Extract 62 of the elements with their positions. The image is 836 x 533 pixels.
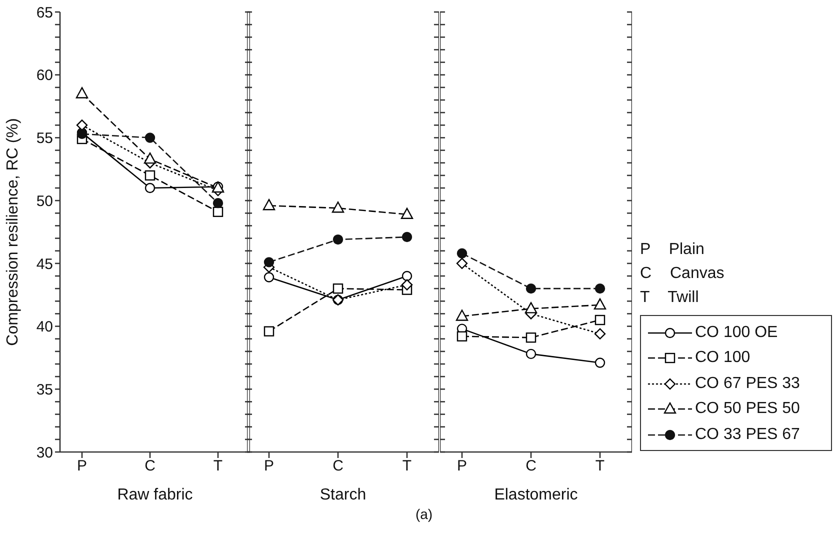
point [332,283,344,294]
point [526,332,536,343]
point [456,258,468,270]
text: (a) [414,506,434,522]
point [212,198,224,208]
x-tick-label: P [76,458,88,475]
point [594,314,606,326]
point [526,348,536,360]
x-tick-label: T [213,458,223,475]
point [332,202,344,213]
y-tick-label: 60 [36,67,53,84]
x-tick-label: C [332,458,344,475]
point [332,234,344,245]
point [594,358,606,368]
y-tick-label: 30 [36,444,53,462]
point [212,206,224,217]
point [594,328,606,340]
point [594,283,606,294]
legend-label: CO 33 PES 67 [695,426,800,444]
point [402,270,412,282]
point [456,310,468,321]
legend-label: CO 50 PES 50 [695,400,800,418]
point [264,257,274,268]
point [264,326,274,336]
point [144,132,156,143]
x-tick-label: T [402,458,412,475]
y-tick-label: 40 [36,318,53,336]
point [264,272,274,282]
point [76,87,88,98]
point [144,182,156,194]
legend-label: CO 67 PES 33 [695,374,800,393]
x-tick-label: P [456,458,468,475]
legend-label: CO 100 OE [695,324,778,342]
point [456,331,468,342]
text: T Twill [640,288,700,308]
x-tick-label: T [595,458,605,475]
point [402,232,412,242]
point [401,279,413,290]
y-tick-label: 55 [36,130,53,148]
y-tick-label: 45 [36,256,53,273]
point [526,283,536,294]
point [144,170,156,181]
x-tick-label: C [526,458,537,475]
x-tick-label: P [264,458,274,475]
x-axis-title: Starch [320,486,366,504]
point [524,302,538,314]
point [144,152,156,164]
y-tick-label: 35 [36,381,53,398]
y-tick-label: 50 [36,192,53,210]
point [76,120,88,131]
legend-label: CO 100 [695,349,750,368]
y-axis-title: Compression resilience, RC (%) [4,118,22,346]
point [456,248,468,258]
point [262,199,276,210]
y-tick-label: 65 [36,4,53,22]
x-axis-title: Raw fabric [117,486,193,504]
text: C Canvas [640,264,724,284]
x-axis-title: Elastomeric [494,486,578,504]
x-tick-label: C [144,458,156,475]
point [594,298,606,310]
point [400,208,414,219]
text: P Plain [640,240,706,260]
